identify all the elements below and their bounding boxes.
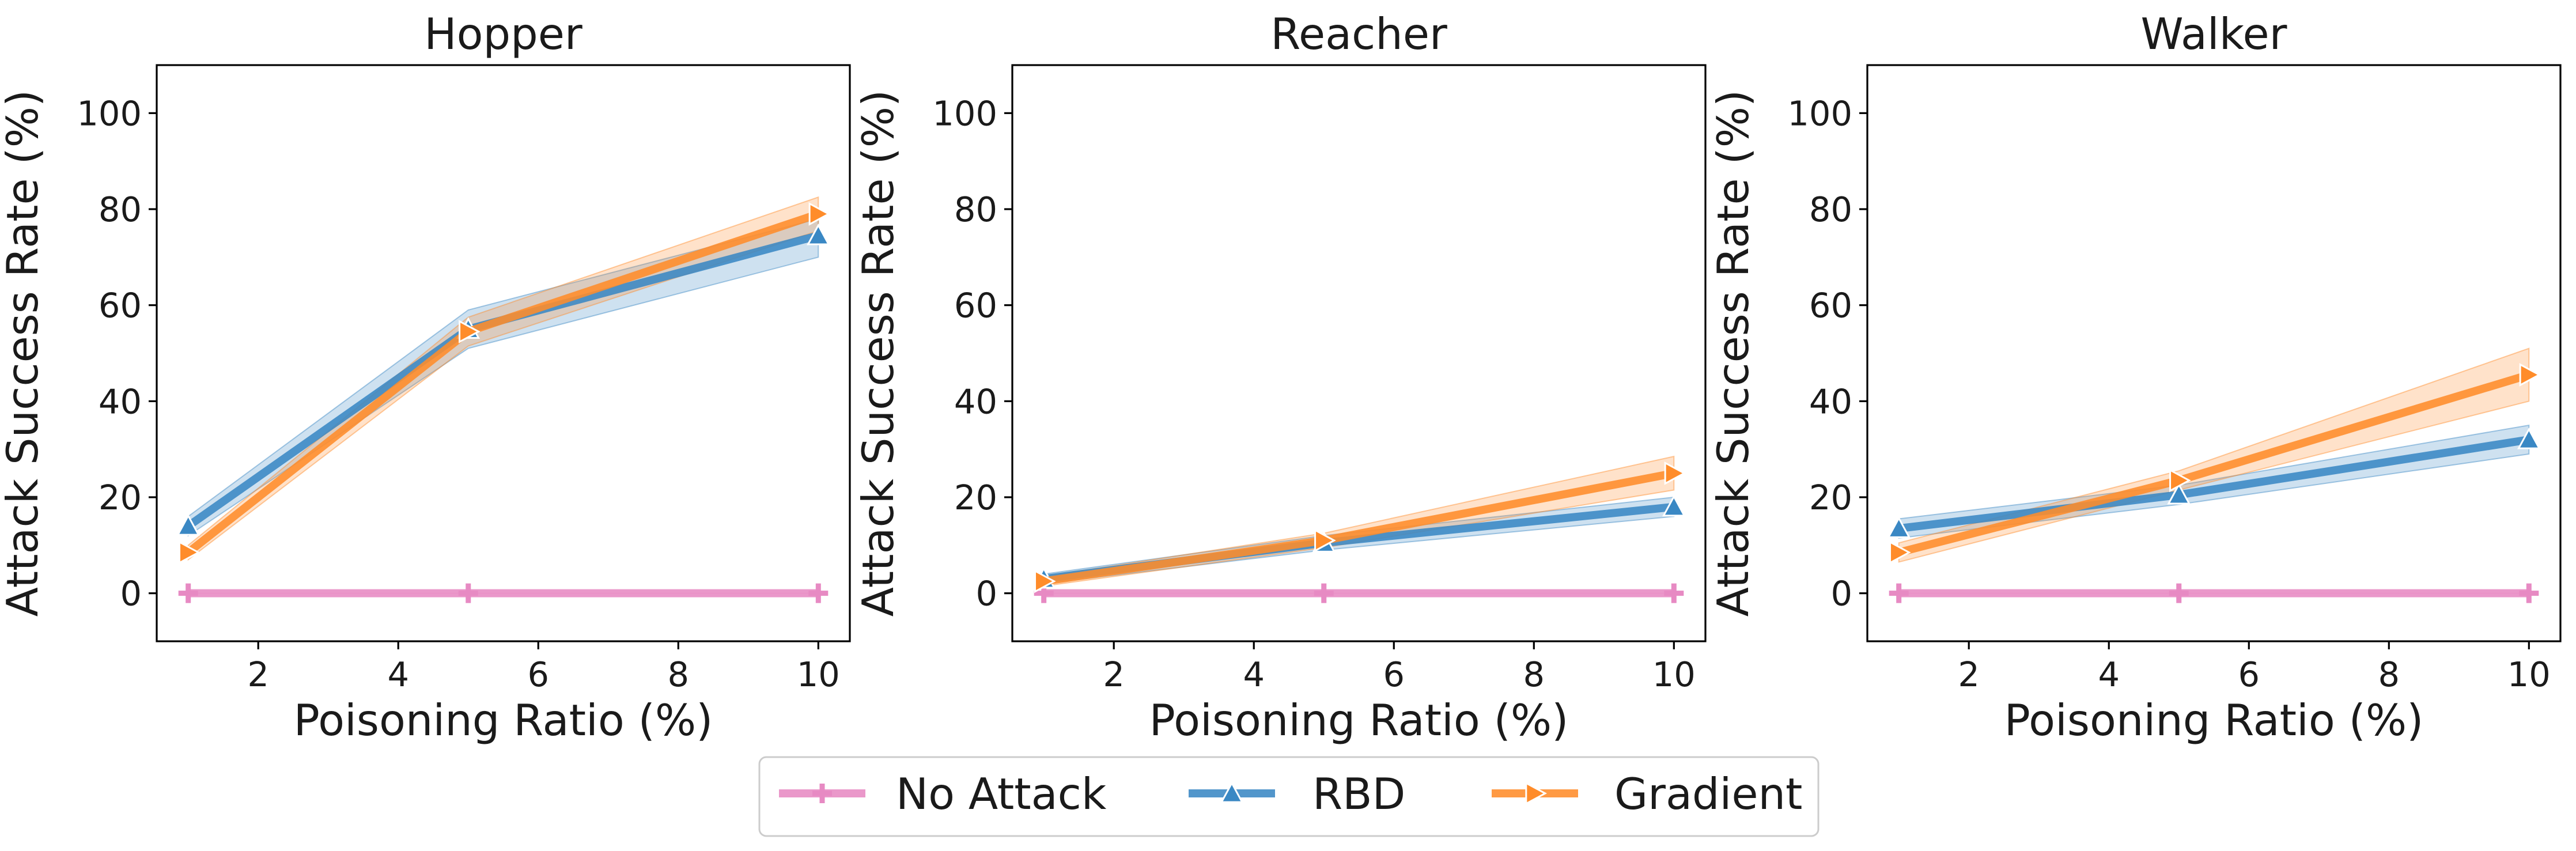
panel-title: Walker xyxy=(2141,9,2287,59)
point-no-attack-x10 xyxy=(808,583,829,603)
y-tick-label: 40 xyxy=(954,381,997,421)
point-gradient-x10 xyxy=(2519,363,2541,387)
point-rbd-x5 xyxy=(2167,482,2191,505)
y-axis-label: Attack Success Rate (%) xyxy=(1708,90,1758,617)
point-rbd-x1 xyxy=(1887,516,1911,538)
plot-frame xyxy=(156,64,851,642)
y-tick-label: 0 xyxy=(120,574,142,614)
point-rbd-x1 xyxy=(176,513,201,536)
point-no-attack-x5 xyxy=(2169,583,2189,603)
point-no-attack-x5 xyxy=(1314,583,1334,603)
legend-label-gradient: Gradient xyxy=(1614,769,1802,819)
x-tick-label: 10 xyxy=(2507,655,2551,694)
point-no-attack-x1 xyxy=(178,583,198,603)
y-tick-label: 40 xyxy=(1809,381,1852,421)
y-axis-label: Attack Success Rate (%) xyxy=(853,90,903,617)
x-tick-label: 6 xyxy=(2238,655,2260,694)
point-gradient-x5 xyxy=(459,320,481,343)
point-gradient-x5 xyxy=(2169,468,2191,493)
point-no-attack-x10 xyxy=(2519,583,2539,603)
x-tick-label: 2 xyxy=(1103,655,1125,694)
plot-frame xyxy=(1866,64,2562,642)
x-tick-label: 6 xyxy=(1383,655,1405,694)
y-tick-label: 100 xyxy=(932,93,997,133)
x-tick-label: 8 xyxy=(1523,655,1545,694)
x-tick-label: 10 xyxy=(797,655,840,694)
y-axis-label: Attack Success Rate (%) xyxy=(0,90,48,617)
x-tick-label: 6 xyxy=(527,655,549,694)
y-tick-label: 20 xyxy=(1809,478,1852,517)
x-axis-label: Poisoning Ratio (%) xyxy=(2004,695,2424,746)
x-tick-label: 4 xyxy=(1243,655,1265,694)
x-tick-label: 4 xyxy=(387,655,409,694)
legend-marker-no-attack xyxy=(812,784,832,803)
legend-marker-rbd xyxy=(1220,781,1244,803)
point-gradient-x5 xyxy=(1314,528,1336,553)
y-tick-label: 100 xyxy=(1787,93,1852,133)
y-tick-label: 0 xyxy=(975,574,997,614)
point-gradient-x10 xyxy=(1664,461,1686,485)
x-tick-label: 4 xyxy=(2098,655,2120,694)
point-rbd-x10 xyxy=(1662,494,1686,517)
legend: No Attack RBD Gradient xyxy=(758,756,1820,837)
legend-label-rbd: RBD xyxy=(1312,769,1405,819)
y-tick-label: 20 xyxy=(99,478,142,517)
panel-title: Hopper xyxy=(424,9,582,59)
x-tick-label: 8 xyxy=(2378,655,2400,694)
y-tick-label: 0 xyxy=(1830,574,1852,614)
legend-box xyxy=(758,756,1820,837)
point-rbd-x10 xyxy=(806,223,830,245)
point-rbd-x10 xyxy=(2517,427,2541,449)
y-tick-label: 100 xyxy=(77,93,142,133)
x-axis-label: Poisoning Ratio (%) xyxy=(1149,695,1569,746)
y-tick-label: 60 xyxy=(954,286,997,326)
y-tick-label: 80 xyxy=(1809,190,1852,229)
y-tick-label: 80 xyxy=(954,190,997,229)
y-tick-label: 80 xyxy=(99,190,142,229)
x-tick-label: 2 xyxy=(1958,655,1980,694)
point-no-attack-x5 xyxy=(458,583,478,603)
point-gradient-x1 xyxy=(179,540,201,565)
legend-item-gradient: Gradient xyxy=(1492,769,1802,819)
legend-item-no-attack: No Attack xyxy=(779,769,1107,819)
y-tick-label: 40 xyxy=(99,381,142,421)
band-gradient xyxy=(187,196,819,561)
y-tick-label: 20 xyxy=(954,478,997,517)
x-tick-label: 10 xyxy=(1652,655,1696,694)
point-no-attack-x10 xyxy=(1664,583,1684,603)
legend-label-no-attack: No Attack xyxy=(896,769,1107,819)
x-tick-label: 2 xyxy=(247,655,269,694)
point-no-attack-x1 xyxy=(1889,583,1909,603)
point-gradient-x1 xyxy=(1889,540,1911,565)
x-tick-label: 8 xyxy=(668,655,690,694)
y-tick-label: 60 xyxy=(99,286,142,326)
point-gradient-x10 xyxy=(808,202,831,226)
panel-title: Reacher xyxy=(1270,9,1447,59)
x-axis-label: Poisoning Ratio (%) xyxy=(294,695,713,746)
legend-marker-gradient xyxy=(1525,781,1548,805)
y-tick-label: 60 xyxy=(1809,286,1852,326)
legend-item-rbd: RBD xyxy=(1189,769,1405,819)
point-gradient-x1 xyxy=(1034,569,1056,593)
plot-frame xyxy=(1011,64,1707,642)
